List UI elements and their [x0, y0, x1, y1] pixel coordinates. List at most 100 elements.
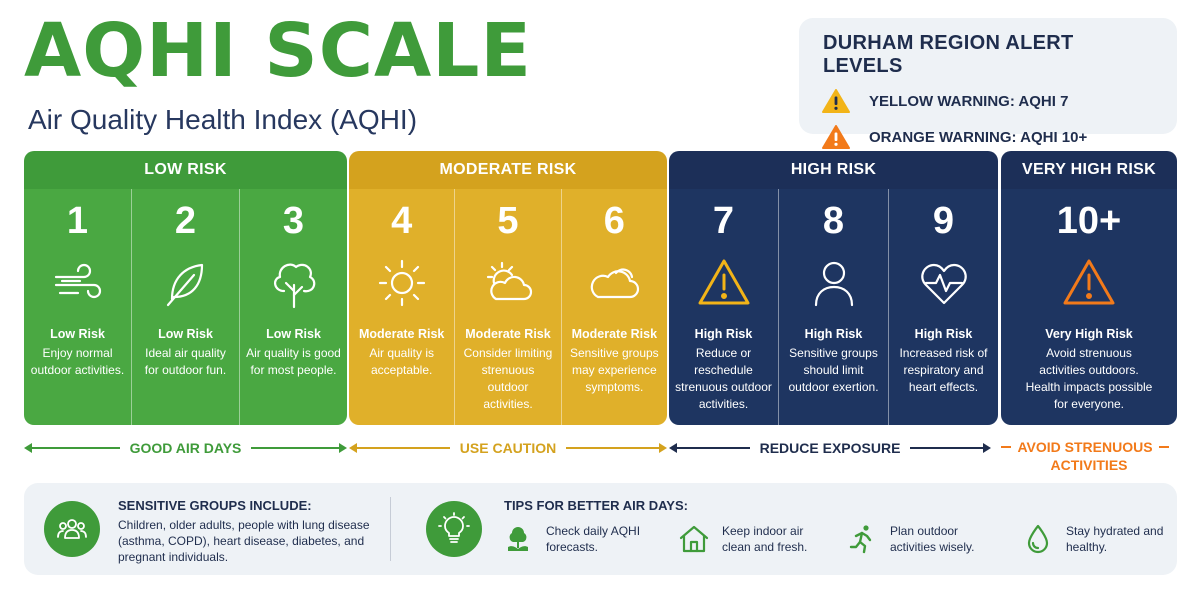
level-5-card: 5 Moderate Risk Consider limiting strenu…	[454, 189, 560, 425]
level-value: 1	[66, 200, 89, 242]
warning-triangle-icon	[822, 89, 850, 113]
arrow-left-icon	[669, 443, 677, 453]
alert-levels-title: DURHAM REGION ALERT LEVELS	[823, 32, 1074, 77]
band-title: VERY HIGH RISK	[1001, 151, 1177, 189]
level-2-card: 2 Low Risk Ideal air quality for outdoor…	[131, 189, 239, 425]
arrow-right-icon	[339, 443, 348, 453]
level-value: 4	[391, 200, 413, 242]
tip-text: Plan outdoor activities wisely.	[890, 524, 975, 554]
level-value: 9	[932, 200, 955, 242]
sun-icon	[378, 259, 425, 307]
band-moderate-risk: MODERATE RISK 4 Moderate Risk Air qualit…	[349, 151, 667, 425]
level-8-card: 8 High Risk Sensitive groups should limi…	[778, 189, 888, 425]
tips-title: TIPS FOR BETTER AIR DAYS:	[504, 498, 688, 513]
leaf-icon	[166, 263, 203, 307]
level-description: Sensitive groups should limit outdoor ex…	[788, 346, 879, 394]
lightbulb-icon	[426, 501, 482, 557]
level-description: Reduce or reschedule strenuous outdoor a…	[675, 346, 772, 411]
warning-triangle-icon	[1063, 259, 1115, 305]
alert-yellow-row: YELLOW WARNING: AQHI 7	[821, 88, 1155, 114]
level-description: Consider limiting strenuous outdoor acti…	[463, 346, 553, 411]
arrow-good-air-days: GOOD AIR DAYS	[24, 438, 348, 458]
person-icon	[814, 261, 853, 307]
level-description: Avoid strenuous activities outdoors. Hea…	[1025, 346, 1153, 411]
arrow-reduce-exposure: REDUCE EXPOSURE	[669, 438, 991, 458]
house-icon	[679, 525, 709, 553]
level-description: Increased risk of respiratory and heart …	[899, 346, 988, 394]
alert-levels-panel: DURHAM REGION ALERT LEVELS YELLOW WARNIN…	[799, 18, 1177, 149]
page-subtitle: Air Quality Health Index (AQHI)	[28, 104, 418, 135]
arrow-label: USE CAUTION	[459, 440, 557, 456]
level-value: 6	[603, 200, 625, 242]
level-risk: Very High Risk	[1045, 327, 1133, 341]
level-risk: Low Risk	[50, 327, 105, 341]
level-risk: Moderate Risk	[465, 327, 551, 341]
level-value: 2	[174, 200, 197, 242]
running-person-icon	[849, 525, 872, 554]
level-4-card: 4 Moderate Risk Air quality is acceptabl…	[349, 189, 454, 425]
level-1-card: 1 Low Risk Enjoy normal outdoor activiti…	[24, 189, 131, 425]
arrow-label-line2: ACTIVITIES	[1050, 457, 1128, 473]
tip-text: Keep indoor air clean and fresh.	[722, 524, 808, 554]
alert-orange-label: ORANGE WARNING: AQHI 10+	[869, 128, 1088, 146]
band-high-risk: HIGH RISK 7 High Risk Reduce or reschedu…	[669, 151, 998, 425]
level-risk: Moderate Risk	[571, 327, 658, 341]
level-description: Sensitive groups may experience symptoms…	[569, 346, 659, 394]
level-7-card: 7 High Risk Reduce or reschedule strenuo…	[669, 189, 778, 425]
level-risk: High Risk	[914, 327, 973, 341]
level-description: Enjoy normal outdoor activities.	[30, 346, 125, 377]
level-value: 5	[497, 200, 519, 242]
arrow-label: REDUCE EXPOSURE	[759, 440, 901, 456]
level-9-card: 9 High Risk Increased risk of respirator…	[888, 189, 998, 425]
arrow-use-caution: USE CAUTION	[349, 438, 668, 458]
band-low-risk: LOW RISK 1 Low Risk Enjoy normal outdoor…	[24, 151, 347, 425]
tip-item: Stay hydrated and healthy.	[1022, 523, 1176, 555]
people-group-icon	[44, 501, 100, 557]
info-panel: SENSITIVE GROUPS INCLUDE: Children, olde…	[24, 483, 1177, 575]
tip-item: Check daily AQHI forecasts.	[502, 523, 656, 555]
level-10-plus-card: 10+ Very High Risk Avoid strenuous activ…	[1001, 189, 1177, 425]
arrow-left-icon	[349, 443, 357, 453]
band-title: LOW RISK	[24, 151, 347, 189]
arrow-avoid-strenuous: AVOID STRENUOUS ACTIVITIES	[1001, 438, 1177, 474]
level-value: 8	[822, 200, 845, 242]
sensitive-groups-title: SENSITIVE GROUPS INCLUDE:	[118, 498, 312, 513]
cloud-icon	[591, 268, 640, 299]
level-6-card: 6 Moderate Risk Sensitive groups may exp…	[560, 189, 667, 425]
arrow-left-icon	[24, 443, 32, 453]
level-risk: Low Risk	[266, 327, 321, 341]
sun-cloud-icon	[486, 261, 533, 301]
level-value: 10+	[1056, 200, 1122, 242]
level-value: 7	[712, 200, 735, 242]
level-risk: Low Risk	[158, 327, 213, 341]
page-title: AQHI SCALE	[24, 8, 532, 94]
level-risk: High Risk	[694, 327, 753, 341]
alert-yellow-label: YELLOW WARNING: AQHI 7	[869, 92, 1069, 110]
water-drop-icon	[1027, 524, 1049, 554]
arrow-label: GOOD AIR DAYS	[129, 440, 242, 456]
band-title: HIGH RISK	[669, 151, 998, 189]
tip-item: Plan outdoor activities wisely.	[846, 523, 1000, 555]
tree-hand-icon	[508, 527, 528, 551]
level-value: 3	[282, 200, 305, 242]
level-description: Air quality is acceptable.	[369, 346, 434, 377]
heart-pulse-icon	[920, 263, 967, 305]
tip-text: Stay hydrated and healthy.	[1066, 524, 1164, 554]
level-risk: High Risk	[804, 327, 863, 341]
arrow-right-icon	[659, 443, 668, 453]
band-very-high-risk: VERY HIGH RISK 10+ Very High Risk Avoid …	[1001, 151, 1177, 425]
arrow-right-icon	[983, 443, 991, 453]
warning-triangle-icon	[698, 259, 749, 305]
band-title: MODERATE RISK	[349, 151, 667, 189]
divider	[390, 497, 391, 561]
level-risk: Moderate Risk	[358, 327, 445, 341]
wind-icon	[54, 263, 101, 299]
tip-item: Keep indoor air clean and fresh.	[678, 523, 832, 555]
level-description: Air quality is good for most people.	[246, 346, 341, 377]
sensitive-groups-text: Children, older adults, people with lung…	[118, 518, 370, 564]
tree-icon	[273, 263, 315, 309]
level-3-card: 3 Low Risk Air quality is good for most …	[239, 189, 347, 425]
arrow-label-line1: AVOID STRENUOUS	[1017, 439, 1153, 455]
level-description: Ideal air quality for outdoor fun.	[144, 346, 227, 377]
warning-triangle-icon	[822, 125, 850, 149]
